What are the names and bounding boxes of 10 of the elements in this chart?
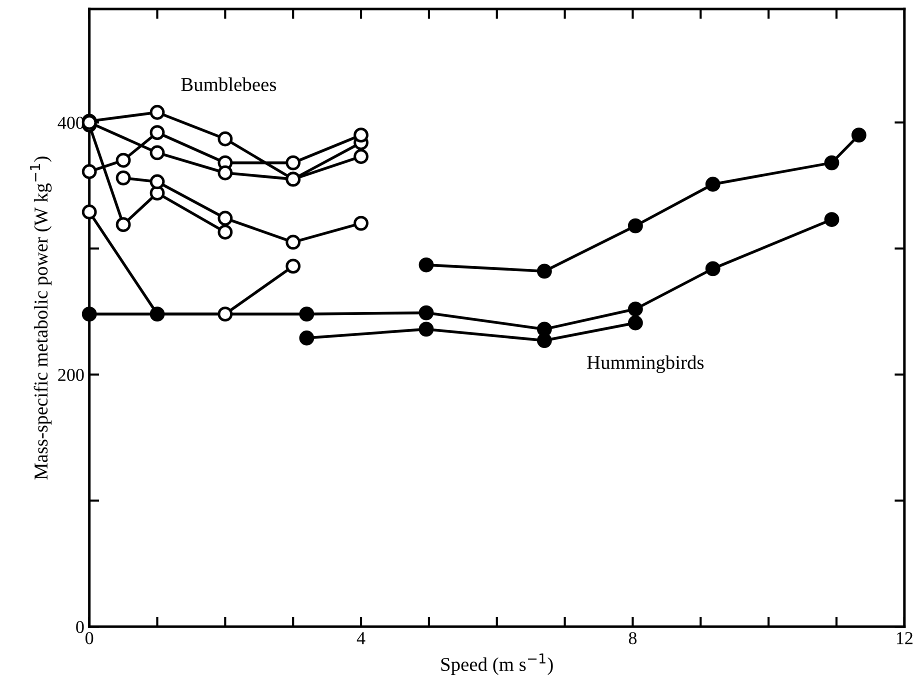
x-axis-title: Speed (m s$^{−1}$) <box>441 653 553 675</box>
y-tick-label: 200 <box>58 368 84 382</box>
x-tick-label: 12 <box>896 632 912 644</box>
annotation: Hummingbirds <box>587 355 704 374</box>
y-tick-label: 0 <box>76 620 84 634</box>
x-tick-label: 8 <box>628 632 637 644</box>
x-tick-label: 0 <box>86 632 94 644</box>
y-axis-title: Mass-specific metabolic power (W kg$^{−1}$) <box>30 156 52 480</box>
x-tick-label: 4 <box>356 632 366 644</box>
annotation: Bumblebees <box>181 77 276 92</box>
